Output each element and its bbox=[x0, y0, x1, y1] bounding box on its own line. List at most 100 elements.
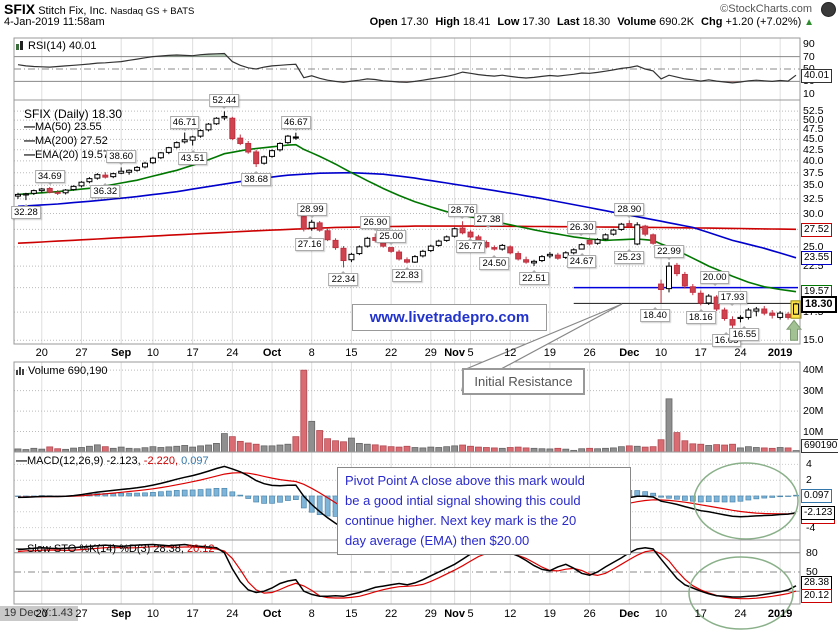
x-axis-tick-label: 20 bbox=[35, 608, 48, 620]
price-value-tag: 27.52 bbox=[801, 222, 833, 237]
price-callout-label: 25.00 bbox=[376, 229, 406, 245]
quote-value: 17.30 bbox=[519, 16, 550, 28]
price-callout-label: 32.28 bbox=[11, 204, 41, 220]
macd-histogram-bar bbox=[721, 495, 728, 503]
rsi-axis-label: 90 bbox=[803, 38, 815, 51]
price-axis-label: 52.5 bbox=[803, 105, 824, 118]
price-callout-label: 38.68 bbox=[241, 171, 272, 187]
candle-body bbox=[673, 264, 680, 275]
volume-bar bbox=[78, 447, 85, 453]
volume-bar bbox=[427, 446, 435, 453]
x-axis-tick-label: 24 bbox=[734, 608, 747, 620]
quote-label: Low bbox=[497, 16, 520, 28]
price-callout-label: 16.55 bbox=[729, 326, 760, 342]
pivot-note-line: continue higher. Next key mark is the 20 bbox=[345, 513, 577, 528]
volume-bar bbox=[514, 446, 522, 453]
macd-histogram-bar bbox=[745, 495, 752, 501]
rsi-axis-label: 70 bbox=[803, 50, 815, 63]
volume-bar bbox=[530, 447, 538, 453]
x-axis-tick-label: 10 bbox=[146, 347, 160, 359]
candle-body bbox=[46, 187, 53, 193]
x-axis-tick-label: 24 bbox=[226, 347, 239, 359]
macd-histogram-bar bbox=[658, 495, 664, 498]
pivot-note-line: Pivot Point A close above this mark woul… bbox=[345, 473, 585, 488]
x-axis-tick-label: 27 bbox=[75, 347, 88, 359]
volume-bar bbox=[697, 443, 705, 453]
price-callout-label: 43.51 bbox=[177, 149, 208, 165]
volume-bar bbox=[316, 430, 324, 453]
volume-bar bbox=[387, 446, 395, 453]
volume-bar bbox=[403, 445, 411, 453]
price-callout-label: 28.76 bbox=[447, 204, 478, 220]
volume-bar bbox=[649, 446, 657, 453]
volume-bar bbox=[633, 445, 641, 453]
quote-label: Volume bbox=[617, 16, 657, 28]
macd-histogram-bar bbox=[229, 491, 236, 497]
ema20-legend: —EMA(20) 19.57 bbox=[24, 149, 109, 161]
price-axis-label: 50.0 bbox=[803, 114, 824, 127]
volume-indicator-icon bbox=[16, 366, 25, 375]
candle-body bbox=[102, 174, 109, 178]
ma200-line bbox=[17, 225, 797, 244]
macd-histogram-bar bbox=[634, 490, 641, 497]
candle-body bbox=[261, 156, 268, 164]
quote-label: Chg bbox=[701, 16, 723, 28]
site-logo-icon[interactable] bbox=[821, 2, 836, 17]
macd-histogram-bar bbox=[682, 495, 688, 501]
price-callout-label: 18.40 bbox=[640, 306, 670, 322]
macd-histogram-bar bbox=[285, 495, 291, 501]
x-axis-tick-label: Nov bbox=[444, 347, 466, 359]
price-callout-label: 28.99 bbox=[296, 202, 327, 218]
volume-bar bbox=[379, 445, 387, 453]
macd-histogram-bar bbox=[221, 487, 228, 497]
volume-bar bbox=[522, 447, 530, 453]
volume-bar bbox=[324, 438, 332, 453]
price-callout-label: 26.90 bbox=[360, 216, 391, 232]
rsi-legend: RSI(14) 40.01 bbox=[16, 40, 96, 52]
macd-histogram-bar bbox=[158, 491, 164, 497]
volume-bar bbox=[292, 436, 300, 453]
x-axis-tick-label: 17 bbox=[186, 608, 199, 620]
volume-bar bbox=[475, 446, 482, 453]
macd-focus-ellipse bbox=[693, 462, 799, 540]
price-callout-label: 18.16 bbox=[685, 309, 716, 325]
volume-bar bbox=[244, 442, 252, 453]
candle-body bbox=[697, 292, 704, 304]
stockcharts-brand-link[interactable]: ©StockCharts.com bbox=[720, 3, 812, 15]
x-axis-tick-label: Sep bbox=[111, 347, 132, 359]
ma50-line bbox=[17, 171, 797, 259]
volume-bar bbox=[165, 446, 173, 453]
volume-bar bbox=[490, 447, 498, 453]
price-callout-label: 46.71 bbox=[169, 115, 200, 131]
x-axis-tick-label: 26 bbox=[583, 608, 596, 620]
volume-bar bbox=[705, 445, 713, 453]
volume-bar bbox=[744, 446, 752, 453]
price-callout-label: 27.38 bbox=[473, 213, 504, 229]
candle-body bbox=[507, 246, 514, 254]
quote-value: 690.2K bbox=[656, 16, 695, 28]
volume-bar bbox=[721, 444, 728, 453]
macd-histogram-bar bbox=[713, 495, 720, 503]
macd-axis-label: 2 bbox=[806, 474, 812, 487]
volume-bar bbox=[610, 447, 617, 453]
x-axis-tick-label: Nov bbox=[444, 608, 466, 620]
candle-body bbox=[356, 246, 363, 255]
volume-bar bbox=[411, 447, 419, 453]
volume-bar bbox=[93, 444, 101, 453]
exchange-label: Nasdaq GS + BATS bbox=[110, 6, 195, 17]
macd-histogram-bar bbox=[761, 495, 768, 499]
price-value-tag: 18.30 bbox=[801, 296, 837, 314]
macd-histogram-bar bbox=[118, 492, 125, 497]
macd-histogram-bar bbox=[245, 495, 252, 499]
volume-bar bbox=[300, 369, 308, 453]
candle-body bbox=[658, 283, 665, 291]
volume-bar bbox=[157, 447, 165, 453]
volume-bar bbox=[681, 440, 689, 453]
candle-body bbox=[165, 147, 172, 153]
volume-bar bbox=[332, 440, 339, 453]
candle-body bbox=[610, 229, 617, 235]
macd-histogram-bar bbox=[261, 495, 267, 504]
x-axis-tick-label: 2019 bbox=[767, 347, 793, 359]
candle-body bbox=[411, 256, 418, 263]
